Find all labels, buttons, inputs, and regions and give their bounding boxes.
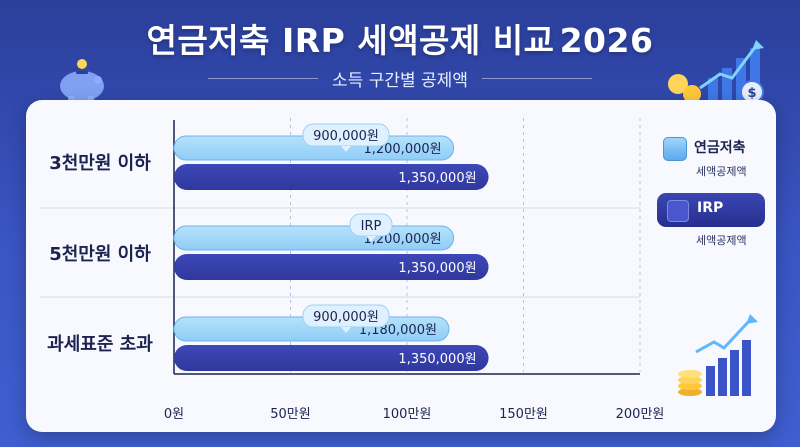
- legend-swatch-a: [663, 137, 687, 161]
- legend-sub-b: 세액공제액: [696, 234, 747, 247]
- bar-irp: [174, 164, 489, 190]
- x-tick-label: 200만원: [616, 407, 665, 422]
- subtitle-divider-left: [208, 78, 319, 79]
- category-label: 5천만원 이하: [49, 244, 151, 265]
- callout-pointer: [341, 327, 351, 333]
- category-label: 과세표준 초과: [47, 334, 153, 355]
- title-main: 연금저축 IRP 세액공제 비교: [146, 21, 555, 60]
- piggy-bank-icon: [60, 59, 104, 104]
- bar-value-label: 1,350,000원: [398, 352, 476, 367]
- svg-text:$: $: [747, 86, 756, 101]
- bar-irp: [174, 345, 489, 371]
- legend-swatch-b: [667, 200, 689, 222]
- category-label: 3천만원 이하: [49, 153, 151, 174]
- bar-value-label: 1,350,000원: [398, 171, 476, 186]
- subtitle: 소득 구간별 공제액: [332, 71, 468, 91]
- callout-label: 900,000원: [313, 129, 379, 144]
- callout-label: IRP: [361, 219, 382, 234]
- x-tick-label: 50만원: [270, 407, 310, 422]
- subtitle-divider-right: [481, 78, 592, 79]
- growth-chart-icon: [678, 314, 758, 396]
- legend-sub-a: 세액공제액: [696, 165, 747, 178]
- callout-pointer: [341, 146, 351, 152]
- coins-growth-icon: $: [668, 40, 764, 106]
- bar-value-label: 1,350,000원: [398, 261, 476, 276]
- callout-pointer: [366, 236, 376, 242]
- title: 연금저축 IRP 세액공제 비교 2026: [0, 14, 800, 62]
- bar-irp: [174, 254, 489, 280]
- x-tick-label: 0원: [164, 407, 184, 422]
- legend-label-b: IRP: [697, 200, 724, 216]
- callout-label: 900,000원: [313, 310, 379, 325]
- x-tick-label: 100만원: [383, 407, 432, 422]
- subtitle-row: 소득 구간별 공제액: [0, 66, 800, 91]
- bar-value-label: 1,200,000원: [363, 142, 441, 157]
- title-year: 2026: [559, 21, 654, 60]
- x-tick-label: 150만원: [499, 407, 548, 422]
- legend-label-a: 연금저축: [694, 140, 746, 156]
